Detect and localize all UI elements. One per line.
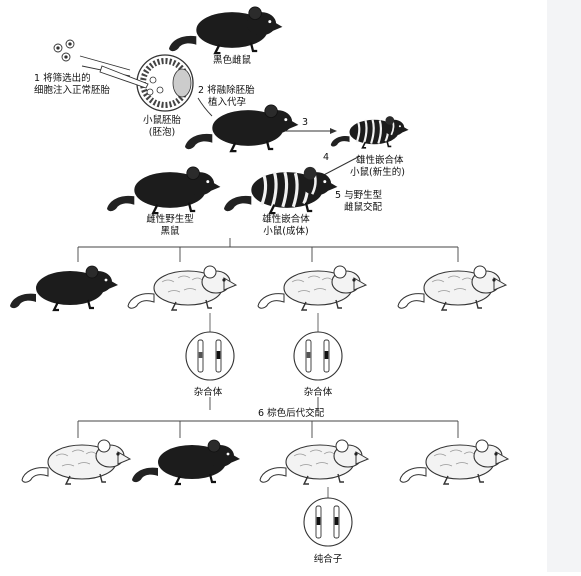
f2-offspring-brown-1	[21, 439, 131, 485]
f2-offspring-black	[130, 438, 242, 486]
label-step6: 6 棕色后代交配	[258, 408, 325, 419]
label-adult-chimera-line1: 雄性嵌合体	[262, 214, 310, 225]
label-heterozygote-2: 杂合体	[303, 387, 333, 398]
label-newborn-chimera-line2: 小鼠(新生的)	[350, 167, 405, 178]
chromosome-circle-homozygote	[303, 487, 353, 547]
black-female-mouse	[167, 5, 284, 55]
label-step5-line2: 雌鼠交配	[344, 202, 383, 213]
f1-offspring-brown-1	[127, 265, 237, 311]
f2-offspring-brown-3	[399, 439, 509, 485]
label-step1-line1: 1 将筛选出的	[34, 73, 91, 84]
adult-chimera-mouse	[222, 165, 339, 215]
label-heterozygote-1: 杂合体	[193, 387, 223, 398]
label-step4: 4	[323, 152, 330, 163]
arrow-step3	[285, 128, 337, 134]
f1-offspring-brown-2	[257, 265, 367, 311]
label-adult-chimera-line2: 小鼠(成体)	[263, 226, 309, 237]
chromosome-circle-het-1	[185, 313, 235, 381]
implant-arrow	[197, 97, 213, 117]
label-step2-line2: 植入代孕	[208, 97, 247, 108]
chromosome-circle-het-2	[293, 313, 343, 381]
newborn-chimera-mouse	[329, 115, 410, 149]
injection-pipette	[99, 65, 149, 89]
label-homozygote: 纯合子	[313, 554, 343, 565]
f2-cross-lines	[77, 397, 459, 438]
label-step2-line1: 2 将融除胚胎	[198, 85, 255, 96]
f2-offspring-brown-2	[259, 439, 369, 485]
f1-offspring-brown-3	[397, 265, 507, 311]
surrogate-mother-mouse	[183, 103, 300, 153]
label-wild-female-line1: 雌性野生型	[146, 214, 194, 225]
label-step1-line2: 细胞注入正常胚胎	[34, 85, 111, 96]
side-panel	[547, 0, 581, 572]
wild-female-mouse	[105, 165, 222, 215]
label-wild-female-line2: 黑鼠	[160, 226, 180, 237]
label-black-female: 黑色雌鼠	[212, 55, 252, 66]
label-step5-line1: 5 与野生型	[335, 190, 383, 201]
label-blastocyst-line2: (胚泡)	[148, 127, 176, 138]
f1-offspring-black	[8, 264, 120, 312]
f1-cross-lines	[77, 238, 459, 262]
label-newborn-chimera-line1: 雄性嵌合体	[356, 155, 404, 166]
label-step3: 3	[302, 117, 309, 128]
label-blastocyst-line1: 小鼠胚胎	[142, 115, 182, 126]
selected-cells	[53, 39, 75, 62]
blastocyst	[136, 54, 194, 112]
